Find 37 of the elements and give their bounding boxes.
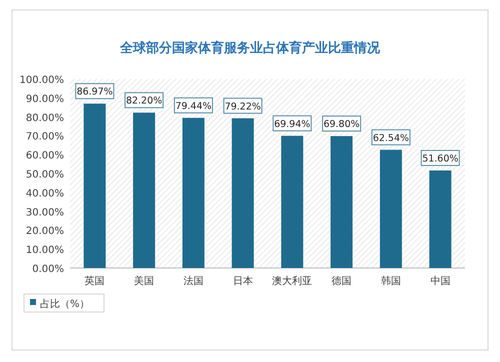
bar [133, 112, 156, 268]
bar [429, 170, 452, 268]
bar [84, 104, 106, 268]
x-tick-label: 韩国 [380, 275, 401, 287]
y-tick-label: 80.00% [26, 112, 64, 124]
x-tick-label: 澳大利亚 [272, 275, 312, 287]
data-label: 62.54% [372, 132, 410, 144]
bar [232, 118, 254, 268]
y-tick-label: 10.00% [26, 245, 64, 256]
x-tick-label: 英国 [84, 275, 105, 287]
data-label: 79.22% [224, 101, 261, 112]
y-tick-label: 0.00% [32, 264, 64, 275]
y-tick-label: 40.00% [26, 188, 64, 200]
y-tick-label: 50.00% [26, 170, 64, 180]
data-label: 69.94% [274, 118, 310, 130]
y-tick-label: 60.00% [26, 150, 64, 162]
data-label: 86.97% [76, 86, 113, 98]
chart-title: 全球部分国家体育服务业占体育产业比重情况 [119, 40, 381, 56]
bar [281, 136, 304, 268]
data-label: 69.80% [323, 119, 360, 130]
x-tick-label: 法国 [183, 275, 204, 287]
legend-label: 占比（%） [40, 298, 90, 310]
data-label: 79.44% [175, 100, 212, 112]
x-tick-label: 日本 [232, 275, 253, 287]
y-tick-label: 20.00% [26, 226, 64, 238]
y-tick-label: 70.00% [26, 132, 64, 143]
data-label: 51.60% [422, 153, 458, 164]
x-tick-label: 美国 [134, 275, 154, 287]
bar [182, 118, 204, 268]
x-tick-label: 中国 [430, 275, 450, 287]
data-label: 82.20% [126, 96, 162, 107]
bar [330, 136, 353, 268]
y-tick-label: 30.00% [26, 207, 64, 218]
bar [380, 150, 402, 268]
x-tick-label: 德国 [332, 276, 352, 287]
y-tick-label: 100.00% [20, 75, 64, 86]
y-tick-label: 90.00% [26, 94, 64, 105]
